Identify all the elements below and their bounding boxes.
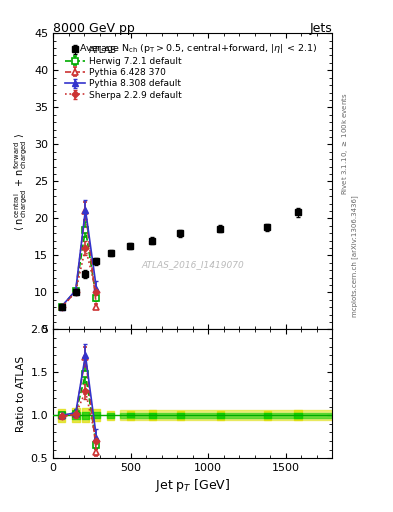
Y-axis label: $\langle$ n$^{\mathrm{central}}_{\mathrm{charged}}$ + n$^{\mathrm{forward}}_{\ma: $\langle$ n$^{\mathrm{central}}_{\mathrm… xyxy=(13,132,30,230)
Text: Rivet 3.1.10, $\geq$ 100k events: Rivet 3.1.10, $\geq$ 100k events xyxy=(340,92,350,195)
Text: ATLAS_2016_I1419070: ATLAS_2016_I1419070 xyxy=(141,260,244,269)
X-axis label: Jet p$_{T}$ [GeV]: Jet p$_{T}$ [GeV] xyxy=(155,477,230,494)
Text: Average N$_{\mathrm{ch}}$ (p$_{\mathrm{T}}$$>$0.5, central+forward, |$\eta$| < 2: Average N$_{\mathrm{ch}}$ (p$_{\mathrm{T… xyxy=(79,42,317,55)
Text: 8000 GeV pp: 8000 GeV pp xyxy=(53,22,135,34)
Text: Jets: Jets xyxy=(309,22,332,34)
Y-axis label: Ratio to ATLAS: Ratio to ATLAS xyxy=(16,356,26,432)
Text: mcplots.cern.ch [arXiv:1306.3436]: mcplots.cern.ch [arXiv:1306.3436] xyxy=(352,195,358,317)
Legend: ATLAS, Herwig 7.2.1 default, Pythia 6.428 370, Pythia 8.308 default, Sherpa 2.2.: ATLAS, Herwig 7.2.1 default, Pythia 6.42… xyxy=(63,44,184,101)
